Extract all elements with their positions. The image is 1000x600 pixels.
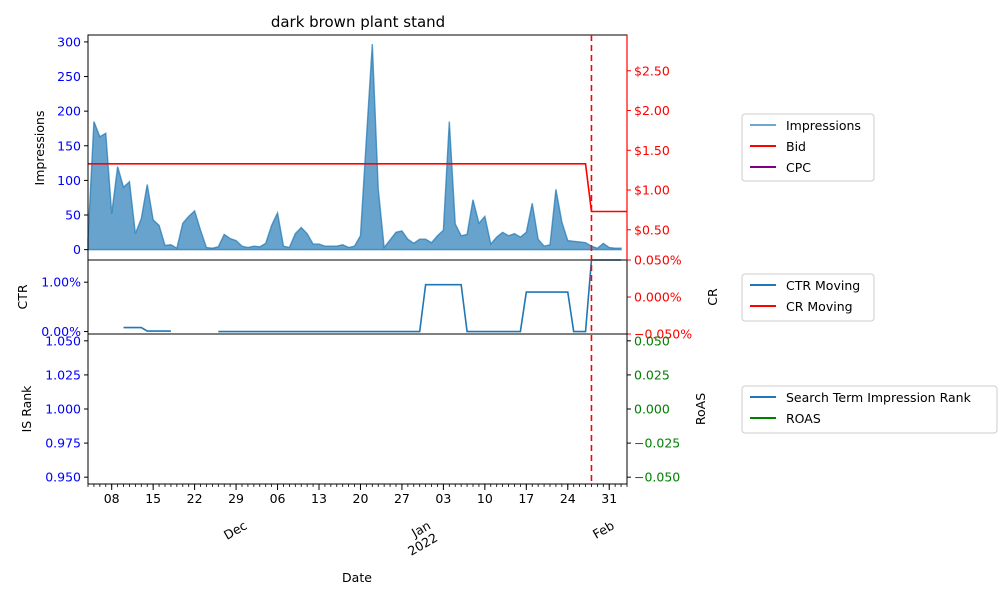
impressions-yticks: 0 50 100 150 200 250 300 [57,34,88,257]
ctr-axis-label: CTR [15,284,30,309]
x-day-tick-label: 24 [560,491,576,506]
isrank-ytick-tick-label: 1.000 [45,402,81,417]
roas-ytick-tick-label: 0.025 [634,367,670,382]
bid-ytick-tick-label: $2.00 [634,103,670,118]
isrank-ytick-tick-label: 1.025 [45,367,81,382]
roas-yticks: −0.050 −0.025 0.000 0.025 0.050 [627,333,680,485]
impressions-area-layer [87,43,622,251]
impressions-ytick-tick-label: 50 [65,208,81,223]
x-month-tick-label-group: Feb [590,518,617,542]
isrank-axis-label: IS Rank [19,385,34,433]
roas-axis-label: RoAS [693,393,708,425]
bid-ytick-tick-label: $0.50 [634,222,670,237]
isrank-panel-frame [87,333,628,485]
isrank-ytick-tick-label: 1.050 [45,333,81,348]
isrank-panel: 0.950 0.975 1.000 1.025 1.050 −0.050 −0.025 0.… [19,333,708,484]
isrank-yticks: 0.950 0.975 1.000 1.025 1.050 [45,333,88,485]
x-month-tick-label: Dec [221,518,250,543]
date-axis-label: Date [342,570,372,585]
roas-ytick-tick-label: 0.000 [634,402,670,417]
impressions-ytick-tick-label: 100 [57,173,81,188]
bid-ytick-tick-label: $1.50 [634,143,670,158]
ctr-ytick-tick-label: 0.00% [41,324,81,339]
isrank-ytick-tick-label: 0.950 [45,470,81,485]
legend-label-impressions: Impressions [786,118,861,133]
legend-panel-2: CTR Moving CR Moving [741,273,875,322]
ctr-panel-frame [87,259,628,335]
bid-ytick-tick-label: $2.50 [634,63,670,78]
x-month-tick-label-group: Dec [221,518,250,543]
legend-label-bid: Bid [786,139,806,154]
x-day-tick-label: 10 [477,491,493,506]
x-day-tick-label: 17 [518,491,534,506]
impressions-area [87,43,622,251]
x-day-tick-label: 06 [270,491,286,506]
bid-yticks: $0.50 $1.00 $1.50 $2.00 $2.50 [627,63,670,237]
x-day-tick-label: 03 [435,491,451,506]
ctr-ytick-tick-label: 1.00% [41,275,81,290]
x-month-tick-label: Feb [590,518,617,542]
x-day-tick-label: 29 [228,491,244,506]
isrank-ytick-tick-label: 0.975 [45,436,81,451]
bid-line [88,163,627,213]
ctr-panel: 0.00% 1.00% −0.050% 0.000% 0.050% CTR CR [15,253,720,342]
x-day-tick-label: 13 [311,491,327,506]
cr-ytick-tick-label: 0.000% [634,290,682,305]
x-day-tick-label: 20 [353,491,369,506]
bid-ytick-tick-label: $1.00 [634,183,670,198]
x-day-tick-label: 31 [601,491,617,506]
legend-label-roas: ROAS [786,411,821,426]
ctr-moving-line-segment [123,326,171,332]
impressions-ytick-tick-label: 300 [57,34,81,49]
impressions-ytick-tick-label: 250 [57,69,81,84]
ctr-lines-layer [123,259,622,333]
legend-label-ctr-moving: CTR Moving [786,278,860,293]
bid-line-layer [88,163,627,213]
impressions-ytick-tick-label: 150 [57,138,81,153]
legend-label-cr-moving: CR Moving [786,299,853,314]
legend-panel-1: Impressions Bid CPC [741,113,875,182]
roas-ytick-tick-label: −0.025 [634,436,680,451]
cr-axis-label: CR [705,288,720,306]
x-day-tick-label: 22 [187,491,203,506]
x-day-tick-label: 15 [145,491,161,506]
impressions-ytick-tick-label: 0 [73,242,81,257]
legend-label-search-term-impression-rank: Search Term Impression Rank [786,390,972,405]
cr-yticks: −0.050% 0.000% 0.050% [627,253,692,342]
roas-ytick-tick-label: −0.050 [634,470,680,485]
impressions-ytick-tick-label: 200 [57,104,81,119]
roas-ytick-tick-label: 0.050 [634,333,670,348]
ctr-moving-line-segment [218,259,622,333]
legend-panel-3: Search Term Impression Rank ROAS [741,385,998,434]
chart-title: dark brown plant stand [271,13,445,31]
cr-ytick-tick-label: −0.050% [634,327,692,342]
x-day-tick-label: 08 [104,491,120,506]
cr-ytick-tick-label: 0.050% [634,253,682,268]
impressions-panel-frame [87,34,628,261]
impressions-axis-label: Impressions [32,111,47,186]
ctr-yticks: 0.00% 1.00% [41,275,88,339]
legend-label-cpc: CPC [786,160,811,175]
x-day-tick-label: 27 [394,491,410,506]
